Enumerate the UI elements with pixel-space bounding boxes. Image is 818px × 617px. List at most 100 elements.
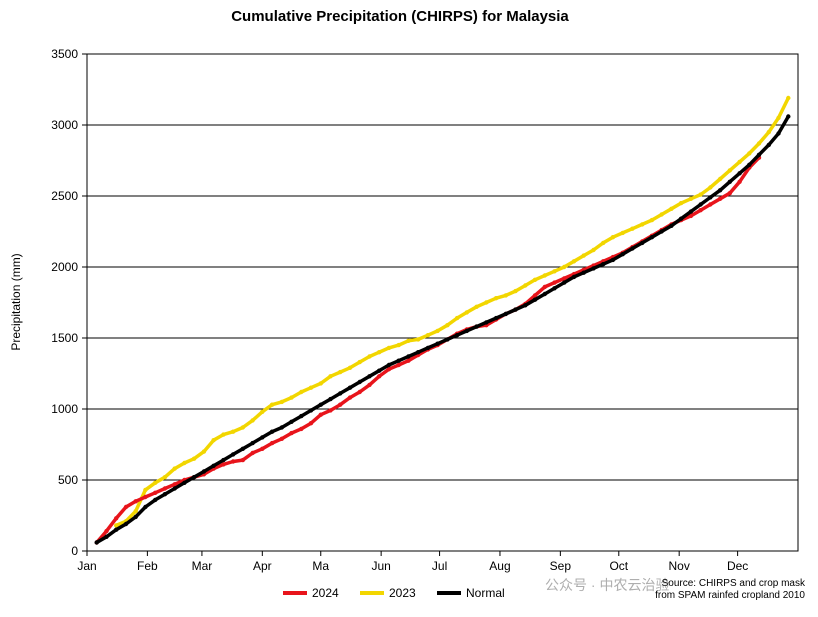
data-point-2023 xyxy=(454,315,460,321)
data-point-2023 xyxy=(581,253,586,258)
data-point-normal xyxy=(610,257,616,263)
data-point-2024 xyxy=(123,504,129,510)
y-tick-label-3500: 3500 xyxy=(51,47,78,61)
data-point-2024 xyxy=(347,395,353,400)
y-tick-label-2000: 2000 xyxy=(51,260,78,274)
data-point-normal xyxy=(678,216,684,221)
series-layer xyxy=(94,95,791,545)
data-point-2023 xyxy=(425,333,431,338)
data-point-2023 xyxy=(610,235,616,240)
data-point-2023 xyxy=(484,300,489,305)
data-point-2024 xyxy=(250,450,255,456)
data-point-2024 xyxy=(260,446,265,451)
data-point-normal xyxy=(230,452,236,457)
data-point-normal xyxy=(435,341,440,346)
data-point-normal xyxy=(493,315,499,321)
data-point-2024 xyxy=(221,462,226,467)
legend-item-normal: Normal xyxy=(437,586,505,600)
data-point-normal xyxy=(162,492,168,497)
x-tick-label-apr: Apr xyxy=(253,559,272,573)
data-point-normal xyxy=(260,435,265,440)
data-point-normal xyxy=(338,391,343,396)
x-tick-label-nov: Nov xyxy=(669,559,690,573)
data-point-2024 xyxy=(143,494,148,500)
data-point-normal xyxy=(786,114,791,119)
data-point-2024 xyxy=(299,426,304,432)
data-point-normal xyxy=(299,413,304,419)
data-point-normal xyxy=(630,246,635,251)
data-point-2023 xyxy=(153,480,158,485)
data-point-normal xyxy=(542,291,547,297)
data-point-normal xyxy=(503,311,508,317)
data-point-2024 xyxy=(562,276,567,281)
data-point-2024 xyxy=(114,516,119,521)
data-point-normal xyxy=(201,469,207,474)
data-point-normal xyxy=(484,320,489,325)
data-point-normal xyxy=(289,419,294,424)
data-point-2023 xyxy=(532,277,538,282)
data-point-2023 xyxy=(347,365,353,370)
data-point-2023 xyxy=(766,129,771,135)
data-point-2023 xyxy=(318,381,323,386)
x-tick-label-jul: Jul xyxy=(432,559,447,573)
data-point-normal xyxy=(552,286,557,291)
data-point-2024 xyxy=(153,490,158,495)
data-point-2023 xyxy=(737,159,742,165)
data-point-2023 xyxy=(377,350,382,355)
data-point-2023 xyxy=(240,425,245,430)
data-point-2023 xyxy=(523,283,528,288)
data-point-2024 xyxy=(269,440,275,446)
data-point-normal xyxy=(747,162,752,167)
data-point-normal xyxy=(464,328,469,334)
y-axis: 0 500 1000 1500 2000 2500 3000 3500 xyxy=(51,47,87,558)
data-point-2023 xyxy=(747,151,752,156)
data-point-2023 xyxy=(133,509,138,514)
x-tick-label-jan: Jan xyxy=(77,559,96,573)
data-point-2023 xyxy=(640,222,645,227)
data-point-2023 xyxy=(571,259,577,264)
x-tick-label-feb: Feb xyxy=(137,559,158,573)
data-point-2023 xyxy=(630,226,635,231)
data-point-2024 xyxy=(289,430,294,436)
data-point-2023 xyxy=(162,475,168,480)
data-point-2024 xyxy=(338,402,343,407)
data-point-normal xyxy=(737,171,742,176)
data-point-normal xyxy=(143,504,148,510)
data-point-2023 xyxy=(620,230,625,236)
data-point-normal xyxy=(318,402,323,407)
data-point-2024 xyxy=(717,196,723,201)
chart-title: Cumulative Precipitation (CHIRPS) for Ma… xyxy=(231,8,569,25)
x-tick-label-dec: Dec xyxy=(727,559,748,573)
data-point-2024 xyxy=(172,482,177,487)
data-point-2024 xyxy=(727,191,732,196)
data-point-2023 xyxy=(308,385,314,390)
x-tick-label-ma: Ma xyxy=(312,559,329,573)
data-point-normal xyxy=(425,345,431,351)
data-point-normal xyxy=(279,425,284,430)
data-point-2023 xyxy=(474,304,479,309)
data-point-normal xyxy=(221,457,226,463)
data-point-2023 xyxy=(172,466,177,471)
data-point-normal xyxy=(191,475,197,480)
data-point-2024 xyxy=(367,382,372,388)
data-point-normal xyxy=(445,337,450,342)
y-tick-label-3000: 3000 xyxy=(51,118,78,132)
data-point-normal xyxy=(523,303,528,308)
data-point-2024 xyxy=(698,208,703,213)
plot-frame xyxy=(86,53,799,552)
data-point-2023 xyxy=(386,345,392,351)
data-point-2023 xyxy=(678,200,684,206)
data-point-2024 xyxy=(230,459,236,464)
legend-label-2024: 2024 xyxy=(312,586,339,600)
data-point-2023 xyxy=(552,269,557,274)
data-point-normal xyxy=(591,266,596,271)
data-point-normal xyxy=(377,368,382,373)
data-point-2024 xyxy=(318,412,323,417)
data-point-normal xyxy=(640,240,645,246)
y-tick-label-2500: 2500 xyxy=(51,189,78,203)
data-point-normal xyxy=(416,350,421,355)
data-point-normal xyxy=(601,262,606,267)
data-point-2023 xyxy=(688,196,694,201)
data-point-normal xyxy=(240,446,245,451)
